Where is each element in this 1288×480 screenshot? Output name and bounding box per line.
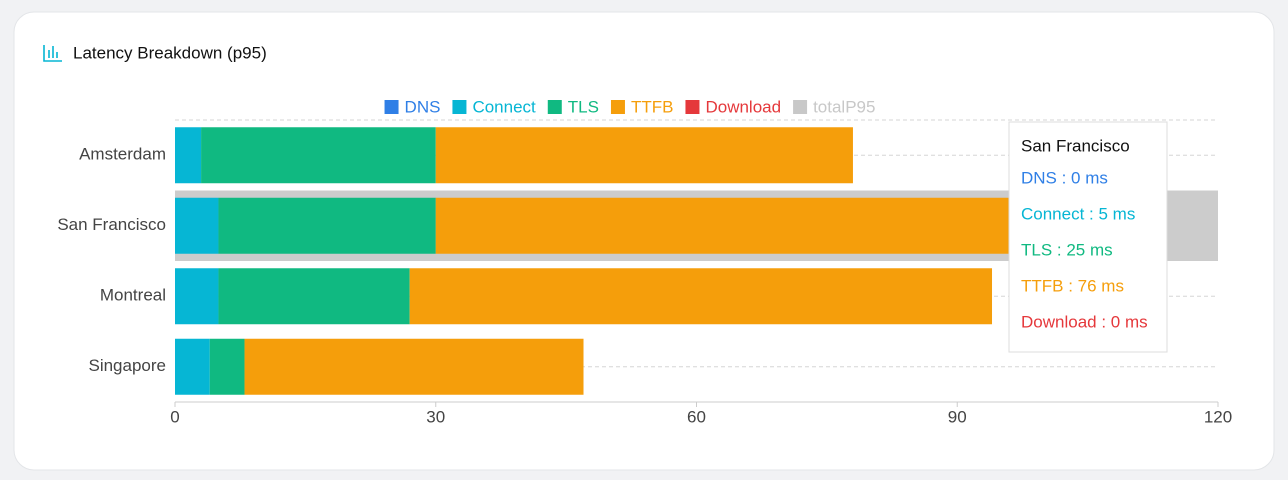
bar-segment — [435, 127, 853, 184]
legend-label: DNS — [405, 97, 441, 116]
bar-segment — [244, 338, 584, 395]
legend-label: totalP95 — [813, 97, 875, 116]
tooltip-item: Download : 0 ms — [1021, 312, 1148, 331]
x-tick-label: 60 — [687, 407, 706, 426]
y-tick-label: Montreal — [100, 286, 166, 305]
bar-segment — [209, 338, 245, 395]
bar-segment — [175, 197, 219, 254]
legend-swatch — [793, 100, 808, 114]
bar-segment — [175, 127, 202, 184]
tooltip-item: DNS : 0 ms — [1021, 168, 1108, 187]
y-tick-label: Amsterdam — [79, 145, 166, 164]
tooltip-item: TLS : 25 ms — [1021, 240, 1113, 259]
card-title: Latency Breakdown (p95) — [73, 43, 267, 62]
tooltip-title: San Francisco — [1021, 136, 1130, 155]
legend-label: TLS — [568, 97, 599, 116]
y-tick-label: San Francisco — [57, 215, 166, 234]
legend-label: Connect — [472, 97, 536, 116]
legend-swatch — [452, 100, 467, 114]
x-tick-label: 0 — [170, 407, 179, 426]
tooltip: San Francisco DNS : 0 ms Connect : 5 ms TLS… — [1008, 121, 1168, 353]
tooltip-item: TTFB : 76 ms — [1021, 276, 1124, 295]
legend-label: Download — [705, 97, 781, 116]
tooltip-box — [1008, 121, 1168, 353]
x-tick-label: 90 — [948, 407, 967, 426]
legend-label: TTFB — [631, 97, 674, 116]
legend-swatch — [685, 100, 700, 114]
bar-segment — [218, 197, 436, 254]
x-tick-label: 120 — [1204, 407, 1232, 426]
legend-swatch — [384, 100, 399, 114]
legend: DNS Connect TLS TTFB Download totalP95 — [384, 97, 875, 116]
bar-segment — [409, 268, 993, 325]
bar-segment — [201, 127, 436, 184]
y-tick-label: Singapore — [88, 356, 166, 375]
chart-icon — [43, 45, 62, 62]
bar-segment — [435, 197, 1097, 254]
bar-segment — [175, 338, 210, 395]
bar-segment — [175, 268, 219, 325]
legend-swatch — [610, 100, 625, 114]
x-tick-label: 30 — [426, 407, 445, 426]
tooltip-item: Connect : 5 ms — [1021, 204, 1135, 223]
bar-segment — [218, 268, 410, 325]
legend-swatch — [547, 100, 562, 114]
